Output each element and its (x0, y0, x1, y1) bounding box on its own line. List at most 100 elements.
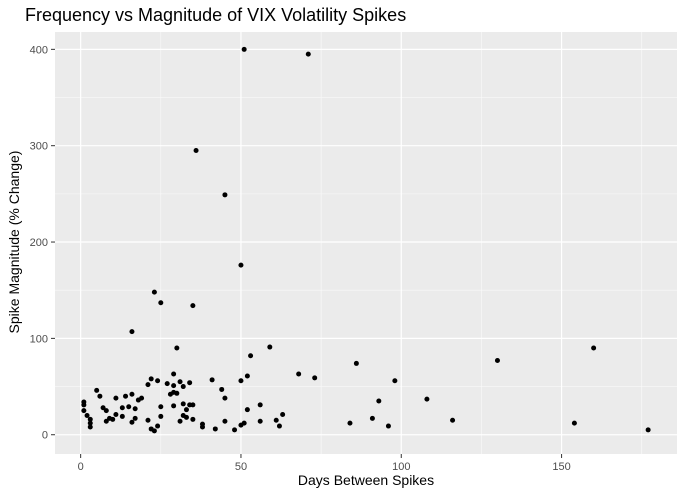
data-point (376, 398, 382, 404)
data-point (132, 406, 138, 412)
data-point (81, 399, 87, 405)
data-point (267, 344, 273, 350)
data-point (171, 371, 177, 377)
data-point (193, 148, 199, 154)
major-gridlines (55, 32, 677, 454)
data-point (645, 427, 651, 433)
data-point (94, 387, 100, 393)
y-tick-label: 100 (30, 333, 48, 345)
data-point (257, 418, 263, 424)
data-point (219, 386, 225, 392)
data-point (129, 391, 135, 397)
y-tick-label: 0 (42, 430, 48, 442)
data-point (280, 411, 286, 417)
data-point (110, 416, 116, 422)
data-point (450, 417, 456, 423)
data-point (132, 415, 138, 421)
data-point (126, 404, 132, 410)
data-point (222, 418, 228, 424)
x-tick-label: 50 (235, 461, 247, 473)
data-point (119, 413, 125, 419)
data-point (113, 411, 119, 417)
data-point (392, 378, 398, 384)
data-point (199, 424, 205, 430)
data-point (148, 376, 154, 382)
data-point (177, 379, 183, 385)
data-point (571, 420, 577, 426)
data-point (238, 378, 244, 384)
data-point (232, 427, 238, 433)
data-point (171, 403, 177, 409)
data-point (129, 329, 135, 335)
data-point (190, 402, 196, 408)
data-point (171, 383, 177, 389)
data-point (244, 407, 250, 413)
x-tick-label: 100 (392, 461, 410, 473)
chart-title: Frequency vs Magnitude of VIX Volatility… (25, 5, 407, 25)
data-point (87, 416, 93, 422)
data-point (129, 419, 135, 425)
data-point (190, 416, 196, 422)
data-point (119, 405, 125, 411)
data-point (312, 375, 318, 381)
data-point (81, 408, 87, 414)
data-point (87, 424, 93, 430)
data-point (190, 303, 196, 309)
x-tick-label: 0 (78, 461, 84, 473)
data-point (241, 46, 247, 52)
data-point (305, 51, 311, 57)
x-tick-label: 150 (552, 461, 570, 473)
data-point (155, 378, 161, 384)
data-point (424, 396, 430, 402)
data-point (84, 412, 90, 418)
data-point (97, 393, 103, 399)
data-point (347, 420, 353, 426)
data-point (177, 418, 183, 424)
data-point (187, 380, 193, 386)
data-point (151, 428, 157, 434)
data-point (183, 407, 189, 413)
minor-gridlines (55, 32, 677, 454)
data-point (257, 402, 263, 408)
data-point (248, 353, 254, 359)
data-point (158, 300, 164, 306)
data-point (139, 395, 145, 401)
data-point (151, 289, 157, 295)
data-point (103, 418, 109, 424)
data-point (174, 345, 180, 351)
x-axis-title: Days Between Spikes (297, 472, 435, 488)
data-point (174, 390, 180, 396)
data-point (238, 262, 244, 268)
data-point (273, 417, 279, 423)
y-tick-label: 200 (30, 237, 48, 249)
data-point (155, 423, 161, 429)
data-point (145, 417, 151, 423)
data-point (180, 401, 186, 407)
data-point (276, 423, 282, 429)
data-point (123, 393, 129, 399)
data-point (222, 192, 228, 198)
data-point (296, 371, 302, 377)
data-point (158, 404, 164, 410)
axis-ticks (51, 48, 563, 458)
data-point (103, 408, 109, 414)
plot-panel (55, 32, 677, 454)
x-tick-labels: 0 50 100 150 (78, 461, 571, 473)
data-point (183, 414, 189, 420)
y-tick-label: 300 (30, 141, 48, 153)
y-tick-labels: 0 100 200 300 400 (30, 44, 48, 441)
data-point (494, 358, 500, 364)
data-point (241, 420, 247, 426)
data-point (591, 345, 597, 351)
data-point (244, 373, 250, 379)
data-points (81, 46, 651, 434)
data-point (113, 395, 119, 401)
data-point (145, 382, 151, 388)
data-point (385, 423, 391, 429)
data-point (100, 405, 106, 411)
data-point (369, 415, 375, 421)
data-point (222, 395, 228, 401)
data-point (158, 413, 164, 419)
data-point (180, 384, 186, 390)
